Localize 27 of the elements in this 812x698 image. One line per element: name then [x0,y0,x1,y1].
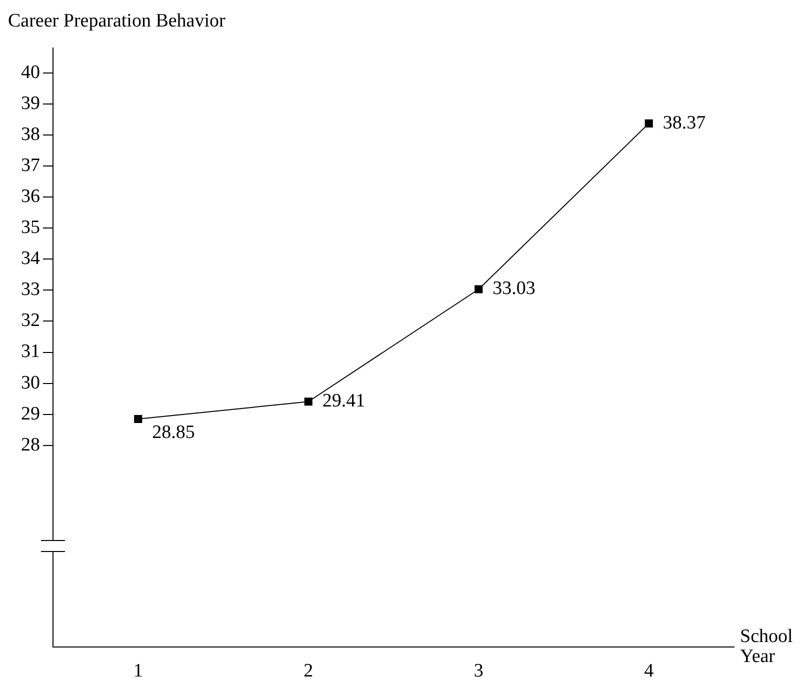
x-tick-label: 1 [133,660,143,682]
data-label: 33.03 [492,278,536,300]
x-axis-title: School Year [740,626,793,668]
y-tick-label: 39 [21,92,40,114]
point [134,414,142,424]
y-tick-label: 40 [21,62,40,83]
point [304,398,312,406]
y-tick-label: 30 [21,372,40,394]
data-label: 28.85 [152,422,195,443]
point [474,285,483,294]
y-tick-label: 28 [21,434,40,456]
point [644,119,653,128]
y-tick-label: 32 [21,310,40,332]
y-tick-label: 33 [21,279,40,300]
y-axis-title: Career Preparation Behavior [8,10,226,32]
data-label: 29.41 [322,390,366,412]
y-tick-label: 29 [21,403,40,424]
y-tick-label: 37 [21,154,40,176]
y-tick-label: 36 [21,186,40,208]
data-label: 38.37 [662,112,706,134]
x-tick-label: 3 [474,660,484,682]
x-tick-label: 2 [304,660,314,682]
y-tick-label: 31 [21,341,40,362]
y-tick-label: 38 [21,124,40,145]
x-tick-label: 4 [644,660,654,682]
y-tick-label: 34 [21,248,40,270]
y-tick-label: 35 [21,217,40,238]
